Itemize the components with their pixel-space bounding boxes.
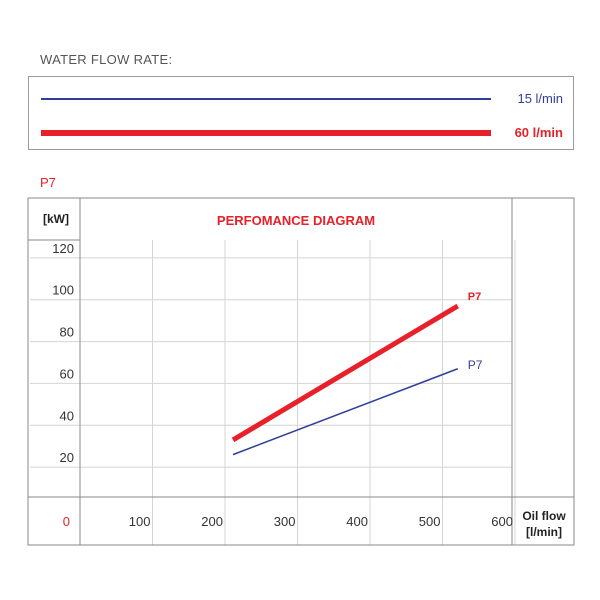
legend-title: WATER FLOW RATE: bbox=[40, 52, 173, 67]
y-axis-label: [kW] bbox=[43, 212, 69, 226]
model-label: P7 bbox=[40, 175, 56, 190]
x-tick-label: 100 bbox=[129, 514, 151, 529]
chart-side-panel bbox=[511, 197, 575, 546]
y-tick-label: 120 bbox=[52, 241, 74, 256]
origin-label: 0 bbox=[63, 514, 70, 529]
x-tick-label: 600 bbox=[491, 514, 513, 529]
grid-layer bbox=[30, 240, 516, 545]
legend-box: 15 l/min 60 l/min bbox=[28, 76, 574, 150]
chart-border bbox=[27, 197, 513, 546]
series-layer: P7 P7 bbox=[231, 291, 483, 456]
chart-frame bbox=[27, 197, 575, 546]
series-line-1 bbox=[231, 303, 460, 443]
y-tick-label: 100 bbox=[52, 283, 74, 298]
legend-label-60: 60 l/min bbox=[514, 125, 563, 140]
y-tick-label: 20 bbox=[60, 450, 74, 465]
x-axis-label-line1: Oil flow bbox=[522, 509, 566, 523]
x-tick-labels: 100 200 300 400 500 600 bbox=[129, 514, 513, 529]
legend-label-15: 15 l/min bbox=[517, 91, 563, 106]
series-line-0 bbox=[232, 368, 459, 456]
series-label-1: P7 bbox=[468, 291, 481, 303]
x-tick-label: 500 bbox=[419, 514, 441, 529]
y-tick-labels: 20 40 60 80 100 120 bbox=[52, 241, 74, 465]
x-tick-label: 300 bbox=[274, 514, 296, 529]
y-tick-label: 60 bbox=[60, 366, 74, 381]
x-tick-label: 200 bbox=[201, 514, 223, 529]
legend-item-60: 60 l/min bbox=[29, 123, 573, 143]
y-tick-label: 40 bbox=[60, 408, 74, 423]
legend-line-15 bbox=[41, 98, 491, 100]
chart-title: PERFOMANCE DIAGRAM bbox=[217, 213, 375, 228]
x-tick-label: 400 bbox=[346, 514, 368, 529]
legend-line-60 bbox=[41, 130, 491, 136]
y-tick-label: 80 bbox=[60, 325, 74, 340]
legend-item-15: 15 l/min bbox=[29, 89, 573, 109]
x-axis-label-line2: [l/min] bbox=[526, 525, 562, 539]
series-label-0: P7 bbox=[468, 358, 483, 372]
